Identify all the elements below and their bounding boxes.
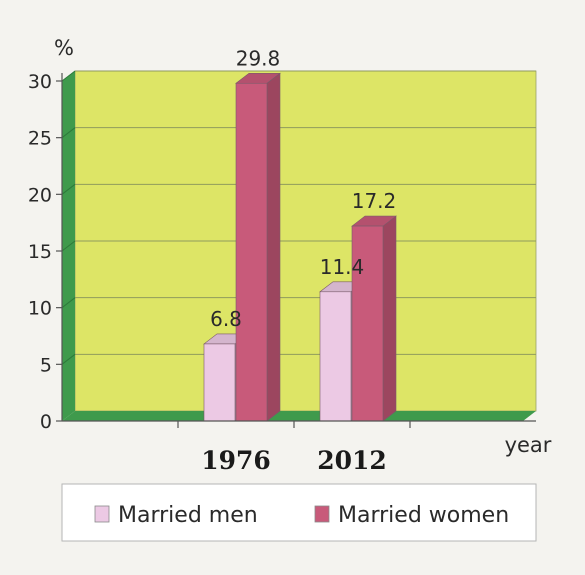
floor [62,411,536,421]
y-tick-label: 20 [28,184,52,206]
bar-married-men-2012 [319,291,352,422]
gridline-wall [61,127,76,139]
y-tick-label: 0 [40,411,52,433]
legend-swatch-married-men [94,505,110,523]
y-tick-label: 15 [28,241,52,263]
plot-area [62,70,537,421]
data-label: 6.8 [210,307,242,331]
gridline-wall [61,353,76,365]
legend-swatch-married-women [314,505,330,523]
bar-married-women-1976 [235,82,268,422]
data-labels: 6.8 29.8 11.4 17.2 [210,46,396,331]
legend: Married men Married women [61,483,537,542]
gridlines [61,70,536,365]
axes [56,73,536,428]
y-tick-label: 30 [28,71,52,93]
bars [203,72,397,422]
category-labels: 1976 2012 [201,446,387,475]
bar-married-men-1976 [203,343,236,422]
gridline-wall [61,183,76,195]
category-label: 2012 [317,446,387,475]
y-axis-label: % [54,36,74,60]
gridline-wall [61,70,76,82]
legend-frame [61,483,537,542]
data-label: 11.4 [320,255,365,279]
y-tick-label: 25 [28,128,52,150]
y-tick-label: 5 [40,354,52,376]
y-tick-labels: 0 5 10 15 20 25 30 [28,71,52,433]
y-tick-label: 10 [28,298,52,320]
gridline-wall [61,297,76,309]
category-label: 1976 [201,446,271,475]
data-label: 17.2 [352,189,397,213]
bar-married-women-2012 [351,225,384,422]
data-label: 29.8 [236,46,281,70]
x-axis-label: year [505,433,552,457]
legend-label-married-men: Married men [118,503,258,528]
bar-married-women-1976-side [266,72,281,422]
bar-married-women-2012-side [382,215,397,422]
gridline-wall [61,240,76,252]
legend-label-married-women: Married women [338,503,509,528]
